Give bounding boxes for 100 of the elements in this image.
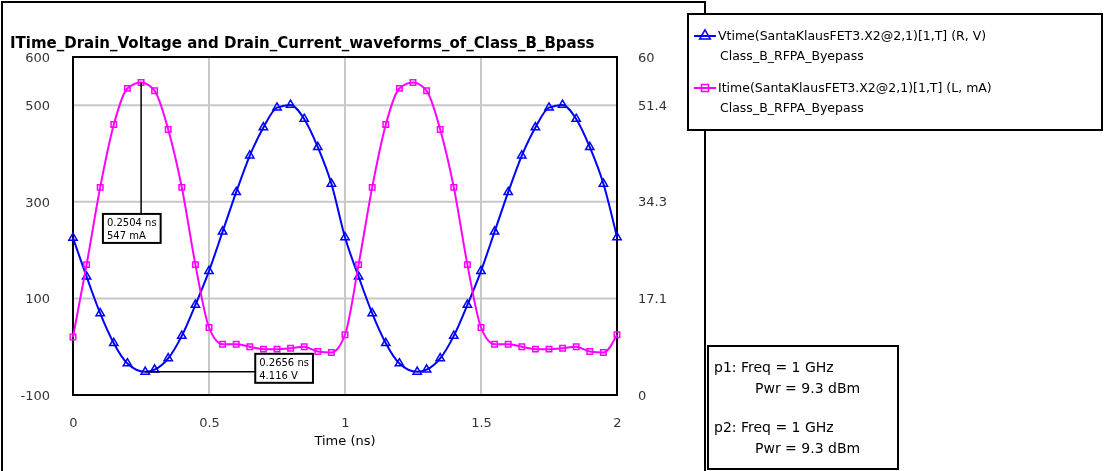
- point: [489, 226, 500, 235]
- x-tick-label: 0.5: [199, 415, 220, 431]
- point: [140, 366, 151, 375]
- point: [285, 99, 296, 109]
- point: [504, 340, 512, 348]
- y-tick-label: 100: [25, 291, 50, 307]
- x-tick-label: 2: [613, 415, 622, 431]
- point: [69, 333, 77, 341]
- point: [123, 84, 131, 92]
- y2-tick-label: 17.1: [638, 291, 667, 307]
- point: [463, 261, 471, 269]
- point: [259, 345, 267, 353]
- point: [599, 349, 607, 356]
- text: p2: Freq = 1 GHz Pwr = 9.3 dBm: [714, 419, 861, 456]
- point: [423, 87, 431, 95]
- y2-tick-label: 34.3: [638, 194, 667, 210]
- point: [108, 337, 119, 347]
- point: [572, 343, 580, 351]
- annotation: 0.2504 ns 547 mA: [106, 216, 157, 241]
- point: [341, 331, 349, 339]
- point: [584, 141, 595, 151]
- point: [122, 357, 133, 367]
- point: [477, 323, 485, 331]
- point: [232, 340, 240, 348]
- point: [299, 113, 310, 123]
- point: [68, 232, 78, 241]
- point: [409, 79, 417, 87]
- point: [326, 178, 337, 187]
- point: [246, 343, 254, 351]
- point: [516, 150, 527, 159]
- point: [368, 183, 376, 191]
- x-axis-title: Time (ns): [313, 433, 376, 448]
- point: [395, 84, 403, 92]
- point: [110, 121, 118, 129]
- x-tick-label: 1: [341, 415, 350, 431]
- point: [96, 183, 104, 191]
- point: [81, 271, 92, 280]
- point: [300, 343, 308, 351]
- point: [382, 121, 390, 129]
- x-tick-label: 1.5: [471, 415, 492, 431]
- point: [545, 345, 553, 353]
- point: [531, 345, 539, 353]
- point: [491, 340, 499, 348]
- point: [231, 186, 242, 196]
- point: [421, 364, 432, 373]
- point: [612, 231, 622, 241]
- point: [598, 178, 609, 187]
- chart-title: ITime_Drain_Voltage and Drain_Current_waveforms_of_Class_B_Bpass: [10, 34, 595, 52]
- point: [272, 102, 282, 111]
- point: [435, 352, 446, 362]
- point: [273, 345, 281, 353]
- point: [190, 299, 201, 309]
- point: [571, 113, 582, 123]
- point: [462, 299, 473, 309]
- point: [95, 307, 106, 317]
- point: [205, 323, 213, 331]
- y-tick-label: 500: [25, 97, 50, 113]
- point: [476, 265, 486, 275]
- legend-label: Itime(SantaKlausFET3.X2@2,1)[1,T] (L, mA) Class_B_RFPA_Byepass: [718, 80, 992, 115]
- y-tick-label: -100: [20, 387, 50, 403]
- point: [258, 121, 269, 131]
- y-tick-label: 300: [25, 194, 50, 210]
- point: [448, 330, 459, 339]
- point: [412, 366, 423, 375]
- point: [436, 125, 444, 133]
- point: [503, 186, 514, 196]
- point: [178, 183, 186, 191]
- point: [314, 348, 322, 356]
- point: [353, 271, 364, 280]
- y-tick-label: 600: [25, 49, 50, 65]
- point: [327, 349, 335, 356]
- x-tick-label: 0: [69, 415, 78, 431]
- y2-tick-label: 60: [638, 49, 655, 65]
- point: [518, 343, 526, 351]
- point: [380, 337, 391, 347]
- point: [244, 150, 255, 159]
- point: [559, 344, 567, 352]
- point: [367, 307, 378, 317]
- point: [530, 121, 541, 131]
- point: [340, 231, 350, 241]
- point: [176, 330, 187, 339]
- point: [219, 340, 227, 348]
- point: [191, 261, 199, 269]
- point: [355, 261, 363, 269]
- point: [83, 261, 91, 269]
- point: [137, 79, 145, 87]
- legend-label: Vtime(SantaKlausFET3.X2@2,1)[1,T] (R, V) Class_B_RFPA_Byepass: [718, 28, 987, 63]
- point: [450, 183, 458, 191]
- point: [204, 265, 214, 275]
- point: [287, 344, 295, 352]
- point: [149, 364, 160, 373]
- point: [394, 357, 405, 367]
- point: [217, 226, 228, 235]
- point: [163, 352, 174, 362]
- point: [613, 331, 621, 339]
- point: [312, 141, 323, 151]
- text: p1: Freq = 1 GHz Pwr = 9.3 dBm: [714, 359, 861, 396]
- point: [164, 125, 172, 133]
- y2-tick-label: 0: [638, 387, 647, 403]
- y2-tick-label: 51.4: [638, 98, 667, 114]
